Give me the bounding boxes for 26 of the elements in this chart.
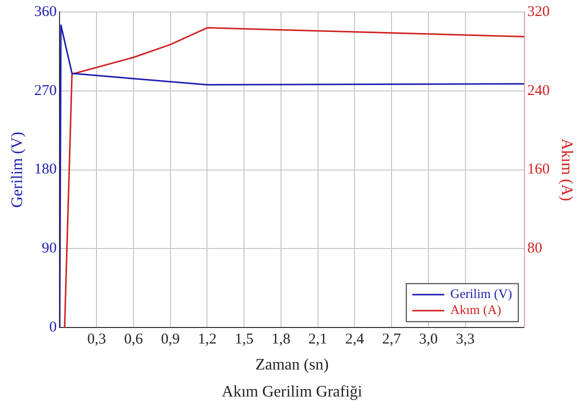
y2-tick-label: 240 <box>527 82 550 99</box>
x-tick-label: 3,3 <box>456 332 475 348</box>
y-axis-title: Gerilim (V) <box>8 132 26 208</box>
y2-tick-label: 160 <box>527 162 550 178</box>
y2-tick-label: 320 <box>527 4 550 20</box>
x-tick-label: 3,0 <box>419 332 438 348</box>
x-tick-label: 0,9 <box>160 332 180 348</box>
text: Akım Gerilim Grafiği <box>222 384 363 401</box>
x-axis-title: Zaman (sn) <box>255 356 329 374</box>
legend-label: Akım (A) <box>450 302 502 318</box>
y2-axis-title: Akım (A) <box>558 138 576 202</box>
x-tick-label: 0,6 <box>124 332 144 348</box>
x-tick-label: 2,1 <box>308 332 328 348</box>
y-tick-label: 180 <box>34 162 57 178</box>
y-tick-label: 360 <box>34 4 57 20</box>
x-tick-label: 1,2 <box>198 332 217 348</box>
x-tick-label: 2,4 <box>345 332 365 348</box>
y2-tick-label: 80 <box>527 240 542 257</box>
x-tick-label: 0,3 <box>87 332 106 348</box>
x-tick-label: 2,7 <box>382 332 402 348</box>
x-tick-label: 1,8 <box>272 332 290 348</box>
y-tick-label: 270 <box>34 82 57 99</box>
legend-label: Gerilim (V) <box>450 286 512 302</box>
x-tick-label: 1,5 <box>234 332 254 348</box>
y-tick-label: 90 <box>42 240 57 257</box>
y-tick-label: 0 <box>49 320 57 336</box>
